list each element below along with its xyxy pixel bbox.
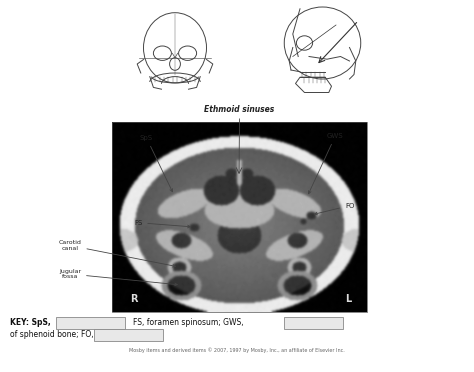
- FancyBboxPatch shape: [284, 317, 344, 328]
- Text: GWS: GWS: [309, 133, 344, 194]
- Text: of sphenoid bone; FO,: of sphenoid bone; FO,: [10, 330, 94, 339]
- Text: Jugular
fossa: Jugular fossa: [59, 269, 177, 286]
- Text: FS, foramen spinosum; GWS,: FS, foramen spinosum; GWS,: [133, 318, 244, 327]
- Bar: [112, 122, 367, 312]
- Text: Mosby items and derived items © 2007, 1997 by Mosby, Inc., an affiliate of Elsev: Mosby items and derived items © 2007, 19…: [129, 347, 345, 353]
- Text: Ethmoid sinuses: Ethmoid sinuses: [204, 105, 274, 114]
- Text: KEY: SpS,: KEY: SpS,: [10, 318, 51, 327]
- Text: Carotid
canal: Carotid canal: [59, 240, 175, 267]
- Text: SpS: SpS: [140, 135, 173, 192]
- FancyBboxPatch shape: [56, 317, 126, 328]
- Text: R: R: [130, 294, 137, 304]
- Text: L: L: [345, 294, 351, 304]
- Text: 16.: 16.: [98, 331, 109, 337]
- Text: FO: FO: [315, 203, 355, 215]
- FancyBboxPatch shape: [94, 328, 164, 340]
- Text: 14.: 14.: [60, 319, 71, 325]
- Text: FS: FS: [134, 220, 190, 228]
- Text: 15.: 15.: [288, 319, 299, 325]
